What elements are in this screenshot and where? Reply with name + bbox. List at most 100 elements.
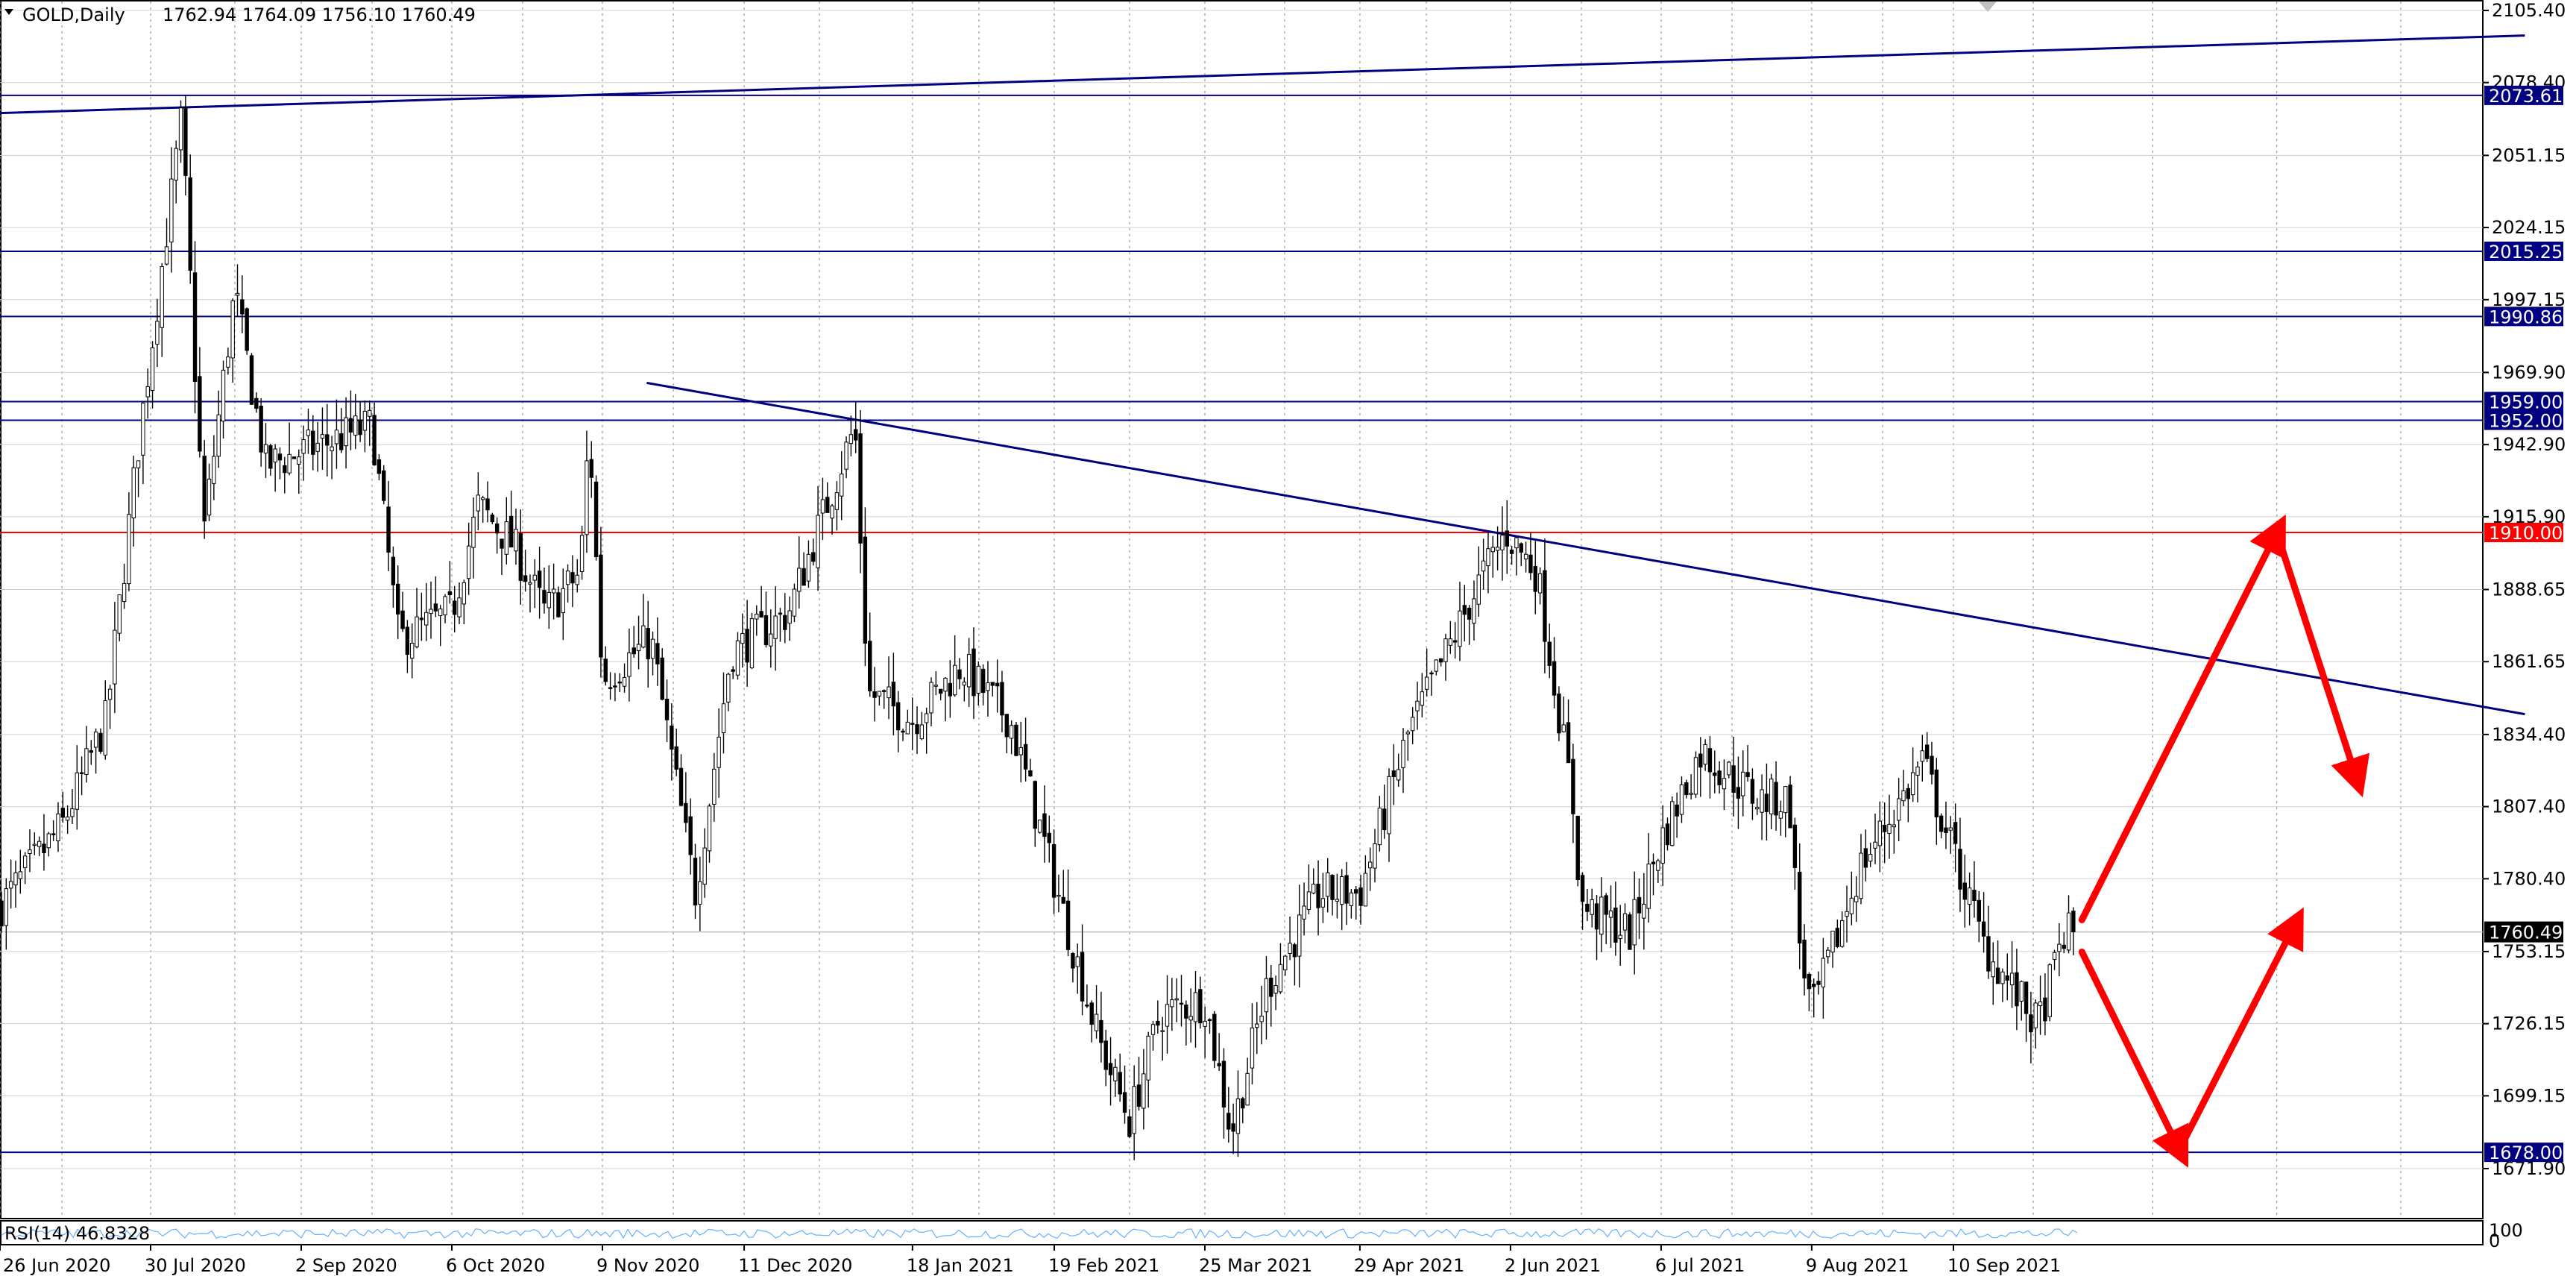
candle <box>2047 963 2052 1022</box>
candle <box>1373 829 1377 883</box>
candle <box>792 583 797 623</box>
candle <box>556 586 561 618</box>
candle <box>476 472 481 531</box>
candle <box>51 820 56 841</box>
candle <box>1326 858 1330 913</box>
candle <box>745 600 749 687</box>
candle <box>693 843 698 920</box>
candle <box>1713 750 1717 793</box>
candle <box>1698 737 1703 797</box>
candle <box>840 450 844 521</box>
candle <box>358 400 362 442</box>
candle <box>1061 870 1065 904</box>
candle <box>537 546 542 619</box>
candle <box>561 568 565 641</box>
candle <box>627 628 632 702</box>
candle <box>1250 1003 1255 1085</box>
candle <box>192 241 198 414</box>
candle <box>202 440 207 539</box>
trendline[interactable] <box>646 381 2525 716</box>
candle <box>1009 720 1014 755</box>
candle <box>424 582 429 641</box>
candle <box>678 754 684 807</box>
level-tag-label: 1910.00 <box>2489 523 2563 544</box>
candle <box>1141 1049 1146 1130</box>
candle <box>1349 888 1354 919</box>
candle <box>1543 538 1547 673</box>
candle <box>1434 659 1439 676</box>
candle <box>277 447 283 480</box>
symbol-dropdown-icon[interactable] <box>4 9 13 15</box>
candle <box>1637 878 1642 940</box>
level-tag <box>2484 392 2563 412</box>
candle <box>8 859 13 909</box>
candle <box>1085 984 1089 1008</box>
candle <box>702 828 707 898</box>
projection-arrow[interactable] <box>2176 907 2304 1154</box>
candle <box>1226 1087 1231 1143</box>
candle <box>514 509 518 565</box>
candle <box>1150 1020 1156 1051</box>
candle <box>1594 895 1599 961</box>
candle <box>183 95 188 196</box>
candle <box>1014 721 1018 757</box>
candle <box>1292 943 1297 986</box>
candle <box>740 613 745 668</box>
candle <box>957 658 962 690</box>
candle <box>854 402 858 453</box>
candle <box>1722 759 1727 811</box>
candle <box>415 588 419 649</box>
candle <box>1807 972 1812 1011</box>
candle <box>1528 532 1533 580</box>
projection-arrow[interactable] <box>2078 514 2286 923</box>
candle <box>1854 876 1859 923</box>
candle <box>2038 975 2043 1035</box>
candle <box>707 803 712 863</box>
candle <box>216 390 221 468</box>
candle <box>1108 1037 1113 1106</box>
candle <box>622 663 627 693</box>
candle <box>283 456 287 494</box>
candle <box>122 563 127 609</box>
candle <box>1241 1096 1245 1124</box>
candle <box>962 677 967 702</box>
projection-arrows <box>2078 514 2369 1168</box>
projection-arrow[interactable] <box>2078 948 2189 1168</box>
candle <box>1420 673 1425 717</box>
candle <box>882 689 887 709</box>
candle <box>1193 971 1198 1048</box>
candle <box>712 752 717 822</box>
candle <box>1344 861 1349 925</box>
candle <box>1320 873 1326 923</box>
candle <box>1764 763 1769 841</box>
time-tick-label: 6 Jul 2021 <box>1655 1255 1745 1276</box>
candle <box>70 789 75 824</box>
level-tag <box>2484 1143 2563 1163</box>
trendline[interactable] <box>0 34 2525 115</box>
candle <box>60 791 65 823</box>
candle <box>806 540 811 588</box>
candle <box>938 688 943 701</box>
time-tick-label: 9 Nov 2020 <box>596 1255 699 1276</box>
candle <box>797 536 802 609</box>
candle <box>603 646 608 686</box>
projection-arrow[interactable] <box>2273 529 2369 798</box>
candle <box>1089 1000 1094 1043</box>
candle <box>1472 580 1476 641</box>
candle <box>1547 623 1552 679</box>
candle <box>887 656 891 720</box>
candle <box>1401 728 1405 793</box>
rsi-line <box>1 1228 2078 1239</box>
candle <box>565 564 570 603</box>
candle <box>1590 888 1594 928</box>
candle <box>249 353 254 405</box>
time-tick-label: 2 Jun 2021 <box>1505 1255 1601 1276</box>
candle <box>447 561 453 604</box>
candle <box>89 740 93 765</box>
candle <box>1340 869 1344 931</box>
candle <box>1873 813 1877 864</box>
price-tick-label: 1834.40 <box>2492 724 2566 745</box>
candle <box>107 685 113 729</box>
shift-marker-icon[interactable] <box>1979 1 1997 12</box>
